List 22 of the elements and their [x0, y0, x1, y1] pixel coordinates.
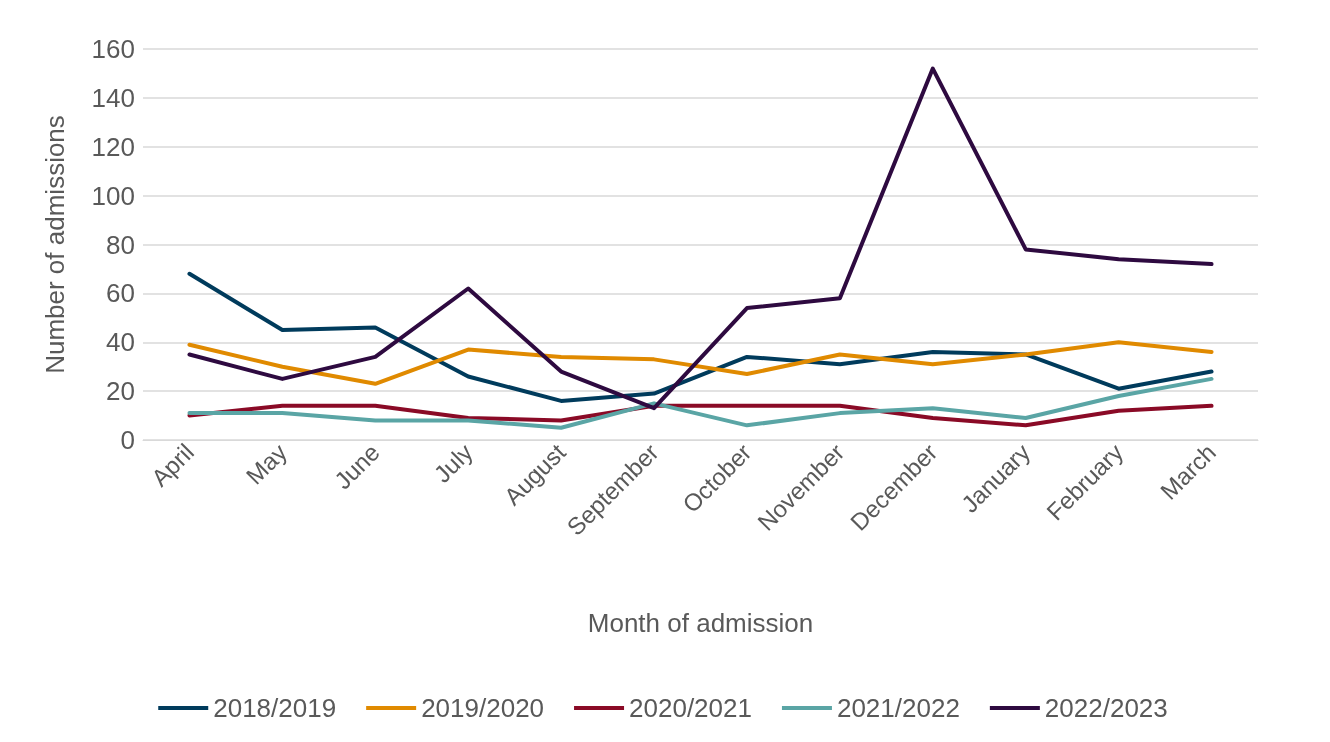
line-series: [187, 340, 1214, 386]
x-axis-title: Month of admission: [587, 608, 814, 638]
legend-label: 2021/2022: [836, 693, 960, 723]
y-tick-label: 40: [106, 327, 135, 358]
y-tick-label: 80: [106, 229, 135, 260]
legend-label: 2022/2023: [1044, 693, 1168, 723]
legend-label: 2019/2020: [421, 693, 545, 723]
y-tick-label: 140: [91, 82, 135, 113]
legend-label: 2018/2019: [213, 693, 337, 723]
y-axis-title: Number of admissions: [40, 115, 70, 374]
y-tick-label: 100: [91, 180, 135, 211]
y-tick-label: 0: [120, 425, 135, 455]
y-tick-label: 160: [91, 34, 135, 64]
y-tick-label: 120: [91, 131, 135, 162]
legend-label: 2020/2021: [629, 693, 752, 723]
x-tick-label: May: [240, 438, 292, 490]
y-tick-label: 60: [106, 278, 135, 309]
line-series: [187, 271, 1214, 403]
line-series: [187, 376, 1214, 430]
x-tick-label: July: [428, 438, 478, 488]
line-series: [187, 66, 1214, 411]
y-tick-label: 20: [106, 376, 135, 407]
